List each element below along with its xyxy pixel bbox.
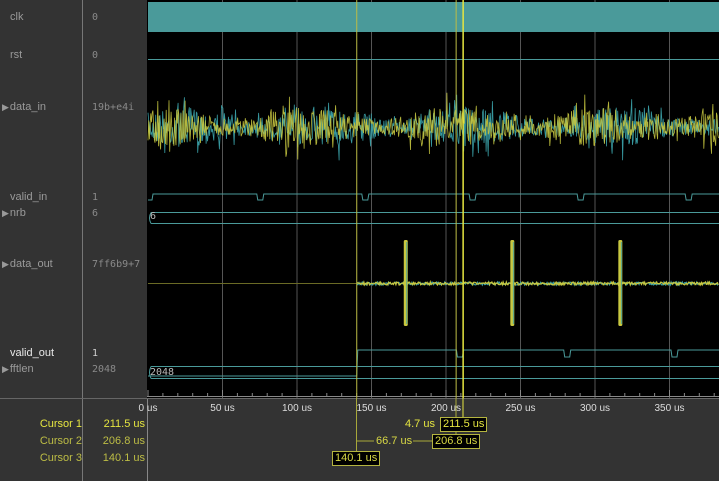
axis-divider (0, 398, 719, 399)
axis-tick-label: 50 us (210, 403, 235, 414)
waveform-area[interactable]: 6 2048 (147, 0, 719, 398)
signal-data-out[interactable]: ▶data_out (2, 258, 53, 270)
valid-out-trace (148, 349, 719, 377)
cursor-1-label: Cursor 1 (39, 418, 82, 430)
signal-value: 1 (92, 348, 99, 359)
signal-value: 6 (92, 208, 99, 219)
data-out-trace (356, 279, 719, 287)
signal-valid-in[interactable]: valid_in (10, 191, 47, 203)
data-in-trace (147, 92, 719, 160)
signal-name: fftlen (9, 363, 34, 375)
cursor-2-flag[interactable]: 206.8 us (432, 434, 481, 449)
cursor-1-flag[interactable]: 211.5 us (440, 417, 488, 432)
axis-tick-label: 200 us (430, 403, 462, 414)
signal-name: rst (10, 49, 23, 61)
nrb-bus (149, 212, 719, 224)
signal-valid-out[interactable]: valid_out (10, 347, 54, 359)
signal-name: valid_out (10, 347, 55, 359)
signal-value: 0 (92, 12, 99, 23)
column-divider[interactable] (82, 0, 83, 481)
cursor-2-value: 206.8 us (102, 435, 145, 447)
delta-c1-c2: 4.7 us (405, 418, 435, 430)
grid-lines (147, 0, 719, 398)
signal-fftlen[interactable]: ▶fftlen (2, 363, 34, 375)
signal-clk[interactable]: clk (10, 11, 23, 23)
axis-tick-label: 250 us (505, 403, 536, 414)
cursor-2-label: Cursor 2 (39, 435, 82, 447)
signal-rst[interactable]: rst (10, 49, 22, 61)
signal-value: 7ff6b9+7 (92, 259, 141, 270)
delta-c2-c3: 66.7 us (376, 435, 413, 447)
signal-names-panel: clk rst ▶data_in valid_in ▶nrb ▶data_out… (0, 0, 82, 398)
signal-name: data_out (9, 258, 53, 270)
traces (147, 2, 719, 379)
cursor-3-label: Cursor 3 (39, 452, 82, 464)
expand-arrow-icon[interactable]: ▶ (2, 259, 9, 269)
signal-data-in[interactable]: ▶data_in (2, 101, 46, 113)
cursor-annotations (356, 398, 464, 451)
signal-values-panel: 0 0 19b+e4i 1 6 7ff6b9+7 1 2048 (83, 0, 147, 398)
expand-arrow-icon[interactable]: ▶ (2, 364, 9, 374)
axis-tick-label: 150 us (356, 403, 387, 414)
signal-value: 1 (92, 192, 99, 203)
waveform-background (147, 0, 719, 398)
cursor-3-flag[interactable]: 140.1 us (332, 451, 381, 466)
axis-tick-label: 100 us (281, 403, 313, 414)
signal-name: valid_in (10, 191, 48, 203)
clk-trace (148, 2, 719, 32)
data-out-spike (510, 240, 515, 326)
valid-in-trace (148, 193, 719, 201)
signal-value: 19b+e4i (92, 102, 135, 113)
signal-name: data_in (9, 101, 47, 113)
fftlen-bus-label: 2048 (150, 367, 174, 378)
signal-nrb[interactable]: ▶nrb (2, 207, 26, 219)
axis-tick-label: 300 us (579, 403, 611, 414)
expand-arrow-icon[interactable]: ▶ (2, 102, 9, 112)
signal-name: nrb (9, 207, 26, 219)
signal-value: 2048 (92, 364, 117, 375)
cursor-1-value: 211.5 us (103, 418, 145, 430)
expand-arrow-icon[interactable]: ▶ (2, 208, 9, 218)
cursor-3-value: 140.1 us (102, 452, 145, 464)
fftlen-bus (149, 366, 719, 379)
signal-name: clk (10, 11, 24, 23)
cursor-lines[interactable] (356, 0, 464, 398)
axis-tick-label: 350 us (654, 403, 685, 414)
axis-tick-label: 0 us (138, 403, 158, 414)
nrb-bus-label: 6 (150, 211, 156, 222)
signal-value: 0 (92, 50, 99, 61)
